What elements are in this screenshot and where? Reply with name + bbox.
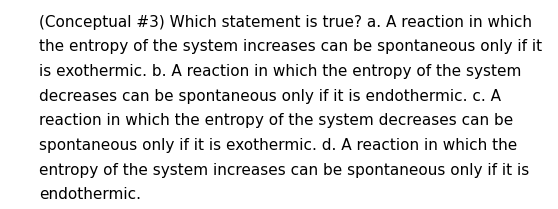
Text: endothermic.: endothermic. [39, 187, 141, 202]
Text: is exothermic. b. A reaction in which the entropy of the system: is exothermic. b. A reaction in which th… [39, 64, 521, 79]
Text: the entropy of the system increases can be spontaneous only if it: the entropy of the system increases can … [39, 39, 542, 54]
Text: entropy of the system increases can be spontaneous only if it is: entropy of the system increases can be s… [39, 163, 530, 178]
Text: spontaneous only if it is exothermic. d. A reaction in which the: spontaneous only if it is exothermic. d.… [39, 138, 517, 153]
Text: decreases can be spontaneous only if it is endothermic. c. A: decreases can be spontaneous only if it … [39, 89, 501, 104]
Text: reaction in which the entropy of the system decreases can be: reaction in which the entropy of the sys… [39, 113, 513, 128]
Text: (Conceptual #3) Which statement is true? a. A reaction in which: (Conceptual #3) Which statement is true?… [39, 15, 532, 30]
